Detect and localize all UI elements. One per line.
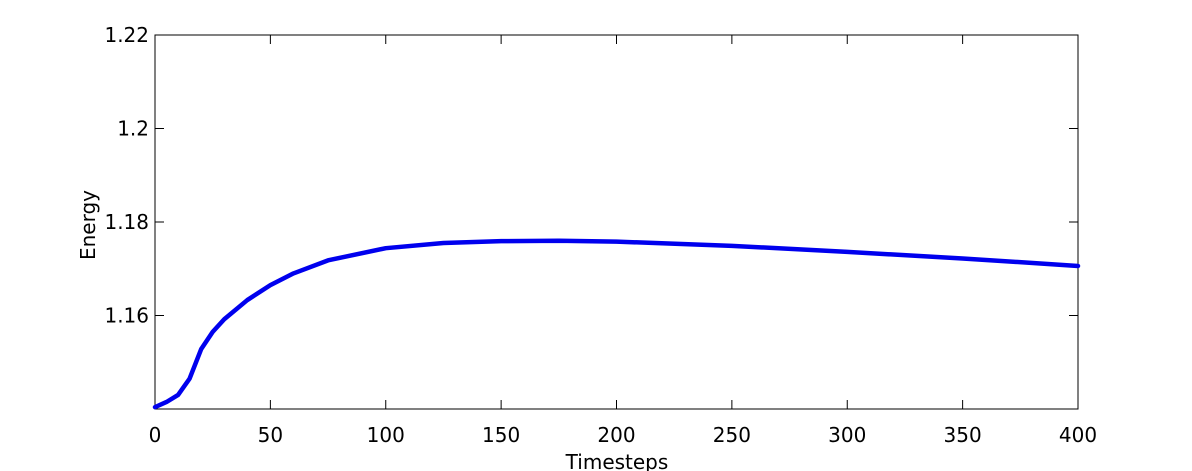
x-tick-label: 150 [482,423,520,447]
x-tick-label: 50 [258,423,283,447]
y-tick-label: 1.16 [104,304,149,328]
x-tick-label: 0 [149,423,162,447]
x-tick-label: 400 [1059,423,1097,447]
y-tick-label: 1.2 [117,117,149,141]
y-axis-label: Energy [76,190,100,260]
data-line [152,238,1081,410]
y-tick-label: 1.22 [104,23,149,47]
y-tick-label: 1.18 [104,210,149,234]
x-tick-label: 100 [367,423,405,447]
x-tick-label: 300 [828,423,866,447]
x-tick-label: 250 [713,423,751,447]
x-axis-label: Timesteps [565,450,669,471]
x-tick-label: 200 [597,423,635,447]
plot-frame [154,34,1079,410]
x-tick-label: 350 [944,423,982,447]
